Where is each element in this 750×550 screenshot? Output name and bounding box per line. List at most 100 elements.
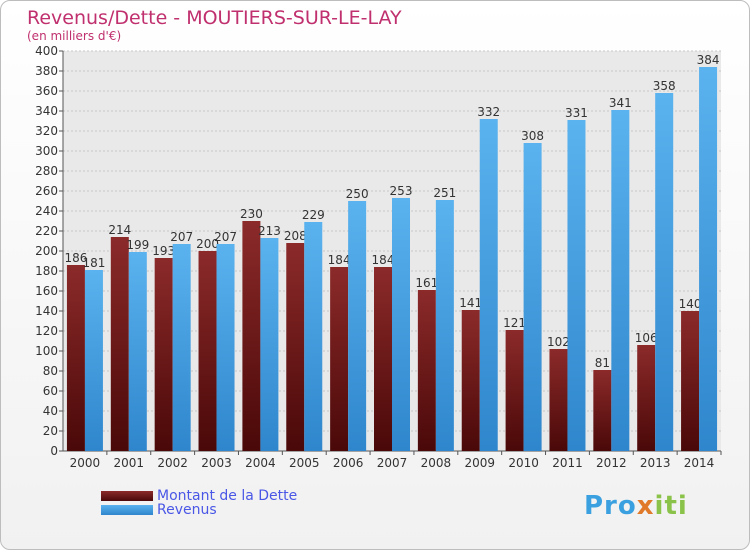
chart-subtitle: (en milliers d'€) bbox=[27, 29, 122, 43]
y-tick-label: 80 bbox=[43, 364, 58, 378]
data-label-debt: 214 bbox=[108, 223, 131, 237]
data-label-revenue: 181 bbox=[82, 256, 105, 270]
bar-debt bbox=[286, 243, 305, 451]
data-label-revenue: 331 bbox=[565, 106, 588, 120]
x-tick-label: 2004 bbox=[245, 456, 276, 470]
data-label-revenue: 229 bbox=[302, 208, 325, 222]
bar-debt bbox=[505, 330, 524, 451]
y-tick-label: 160 bbox=[35, 284, 58, 298]
bar-debt bbox=[154, 258, 173, 451]
bar-revenue bbox=[260, 238, 279, 451]
data-label-debt: 141 bbox=[459, 296, 482, 310]
x-tick-label: 2000 bbox=[70, 456, 101, 470]
bar-revenue bbox=[523, 143, 542, 451]
data-label-revenue: 213 bbox=[258, 224, 281, 238]
x-tick-label: 2009 bbox=[464, 456, 495, 470]
y-tick-label: 40 bbox=[43, 404, 58, 418]
y-tick-label: 180 bbox=[35, 264, 58, 278]
legend-swatch-debt bbox=[101, 491, 153, 501]
data-label-revenue: 199 bbox=[126, 238, 149, 252]
y-tick-label: 300 bbox=[35, 144, 58, 158]
bar-revenue bbox=[348, 201, 367, 451]
bar-revenue bbox=[172, 244, 191, 451]
y-tick-label: 220 bbox=[35, 224, 58, 238]
x-tick-label: 2002 bbox=[157, 456, 188, 470]
legend-item-debt: Montant de la Dette bbox=[101, 488, 298, 504]
x-tick-label: 2008 bbox=[421, 456, 452, 470]
bar-revenue bbox=[655, 93, 674, 451]
bar-revenue bbox=[216, 244, 235, 451]
bar-debt bbox=[198, 251, 217, 451]
x-tick-label: 2014 bbox=[684, 456, 715, 470]
legend-label-debt: Montant de la Dette bbox=[157, 488, 298, 504]
legend-swatch-revenue bbox=[101, 505, 153, 515]
y-tick-label: 140 bbox=[35, 304, 58, 318]
y-tick-label: 380 bbox=[35, 64, 58, 78]
bar-debt bbox=[637, 345, 656, 451]
data-label-debt: 161 bbox=[415, 276, 438, 290]
data-label-debt: 184 bbox=[328, 253, 351, 267]
x-tick-label: 2013 bbox=[640, 456, 671, 470]
y-tick-label: 360 bbox=[35, 84, 58, 98]
bar-revenue bbox=[567, 120, 586, 451]
data-label-revenue: 341 bbox=[609, 96, 632, 110]
x-tick-label: 2011 bbox=[552, 456, 583, 470]
data-label-revenue: 308 bbox=[521, 129, 544, 143]
data-label-debt: 230 bbox=[240, 207, 263, 221]
y-tick-label: 260 bbox=[35, 184, 58, 198]
data-label-debt: 102 bbox=[547, 335, 570, 349]
bar-debt bbox=[330, 267, 349, 451]
x-tick-label: 2001 bbox=[114, 456, 145, 470]
data-label-debt: 193 bbox=[152, 244, 175, 258]
bar-debt bbox=[242, 221, 261, 451]
data-label-revenue: 250 bbox=[346, 187, 369, 201]
y-tick-label: 200 bbox=[35, 244, 58, 258]
bar-debt bbox=[374, 267, 392, 451]
x-tick-label: 2006 bbox=[333, 456, 364, 470]
y-tick-label: 20 bbox=[43, 424, 58, 438]
bar-revenue bbox=[304, 222, 323, 451]
proxiti-logo: Proxiti bbox=[584, 491, 688, 521]
legend-label-revenue: Revenus bbox=[157, 502, 217, 518]
bar-debt bbox=[593, 370, 612, 451]
data-label-revenue: 253 bbox=[390, 184, 413, 198]
y-tick-label: 320 bbox=[35, 124, 58, 138]
bar-revenue bbox=[479, 119, 498, 451]
bar-revenue bbox=[699, 67, 718, 451]
data-label-revenue: 332 bbox=[477, 105, 500, 119]
y-tick-label: 240 bbox=[35, 204, 58, 218]
bar-revenue bbox=[435, 200, 454, 451]
bar-debt bbox=[110, 237, 129, 451]
data-label-revenue: 251 bbox=[433, 186, 456, 200]
bar-revenue bbox=[611, 110, 630, 451]
data-label-revenue: 384 bbox=[697, 53, 720, 67]
y-tick-label: 120 bbox=[35, 324, 58, 338]
bar-debt bbox=[681, 311, 700, 451]
y-tick-label: 60 bbox=[43, 384, 58, 398]
y-tick-label: 400 bbox=[35, 44, 58, 58]
data-label-debt: 106 bbox=[635, 331, 658, 345]
x-tick-label: 2012 bbox=[596, 456, 627, 470]
data-label-debt: 186 bbox=[64, 251, 87, 265]
data-label-revenue: 207 bbox=[214, 230, 237, 244]
x-tick-label: 2010 bbox=[508, 456, 539, 470]
x-tick-label: 2007 bbox=[377, 456, 408, 470]
bar-debt bbox=[66, 265, 85, 451]
data-label-debt: 140 bbox=[679, 297, 702, 311]
bar-revenue bbox=[392, 198, 410, 451]
x-tick-label: 2003 bbox=[201, 456, 232, 470]
y-tick-label: 0 bbox=[50, 444, 58, 458]
data-label-revenue: 358 bbox=[653, 79, 676, 93]
data-label-debt: 121 bbox=[503, 316, 526, 330]
bar-debt bbox=[417, 290, 436, 451]
y-tick-label: 100 bbox=[35, 344, 58, 358]
chart-title: Revenus/Dette - MOUTIERS-SUR-LE-LAY bbox=[27, 7, 402, 29]
y-tick-label: 280 bbox=[35, 164, 58, 178]
bar-debt bbox=[461, 310, 480, 451]
x-tick-label: 2005 bbox=[289, 456, 320, 470]
bar-debt bbox=[549, 349, 568, 451]
y-tick-label: 340 bbox=[35, 104, 58, 118]
bar-revenue bbox=[128, 252, 147, 451]
